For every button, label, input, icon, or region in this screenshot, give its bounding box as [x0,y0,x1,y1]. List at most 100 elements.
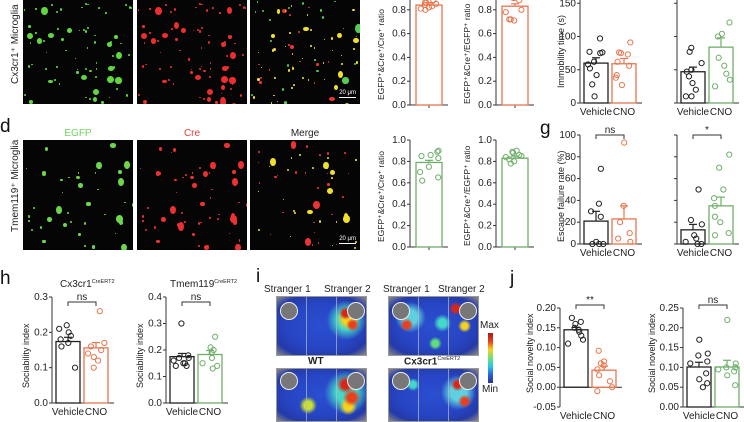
cell-signal [174,8,177,11]
data-point [90,364,97,371]
data-point [698,60,705,67]
cell-signal [326,157,329,160]
data-point [170,357,177,364]
cell-signal [241,53,245,57]
cell-signal [201,47,203,50]
cell-signal [145,64,147,66]
cell-signal [304,238,312,247]
cell-signal [327,188,334,194]
data-point [600,240,607,248]
data-point [695,352,702,359]
cell-signal [319,220,322,224]
cell-signal [224,143,230,148]
cell-signal [185,173,188,176]
data-point [416,169,424,176]
cell-signal [282,211,284,214]
cell-signal [238,201,240,203]
y-tick-label: 0.0 [392,242,406,253]
cell-signal [191,68,193,70]
y-tick-label: 0.0 [34,398,48,409]
y-tick-label: 0.05 [537,362,557,373]
data-point [711,83,719,90]
cell-signal [342,27,345,30]
panel-letter-i: i [256,266,261,287]
y-tick-label: 0.4 [392,199,406,210]
cell-signal [323,78,326,80]
cell-signal [217,217,220,220]
heatmap-wt-2 [276,368,367,422]
data-point [626,62,633,69]
cell-signal [35,31,37,34]
cell-signal [75,57,77,59]
data-point [90,353,97,361]
data-point [615,235,622,242]
cell-signal [232,220,238,225]
chamber-divider [306,369,308,421]
data-point [620,202,627,209]
micrograph-egfp-cx3cr1 [23,0,133,104]
cell-signal [125,94,128,97]
cell-signal [116,52,123,60]
cell-signal [335,244,337,246]
cell-signal [284,9,287,12]
y-tick-label: 50 [565,65,577,76]
x-category-label: CNO [613,107,635,118]
cell-signal [328,96,335,101]
cell-signal [234,42,236,45]
cell-signal [108,97,110,99]
significance-bracket [595,134,625,139]
data-point [715,54,722,61]
data-point [624,51,631,58]
y-axis-label: Escape failure rate (%) [556,150,566,242]
data-point [689,79,696,87]
cell-signal [210,162,216,170]
data-point [434,148,441,155]
cell-signal [277,100,279,103]
channel-label-merge: Merge [290,128,320,139]
data-point [626,230,633,237]
x-category-label: CNO [710,107,732,118]
data-point [435,174,442,181]
bar [611,63,637,104]
stranger-cage [459,372,478,391]
x-category-label: CNO [593,411,615,420]
cell-signal [182,176,184,179]
cell-signal [210,62,212,64]
cell-signal [297,31,300,34]
cell-signal [173,21,179,30]
data-point [589,81,596,88]
cell-signal [221,65,229,71]
row-label-cx3cr1: Cx3cr1⁺ Microglia [10,4,21,84]
label-stranger-2: Stranger 2 [438,284,485,295]
cell-signal [120,42,122,45]
cell-signal [238,160,245,169]
cell-signal [323,62,325,64]
data-point [578,332,585,339]
data-point [512,0,517,1]
data-point [595,200,603,207]
x-category-label: Vehicle [580,107,613,118]
data-point [711,202,719,209]
data-point [590,58,598,65]
cell-signal [342,215,350,224]
heatmap-cx3cr1-1 [388,296,479,356]
cell-signal [44,146,48,152]
data-point [597,213,604,220]
y-tick-label: 150 [559,0,576,9]
cell-signal [347,172,349,175]
y-tick-label: 0.0 [478,100,492,111]
cell-signal [170,151,173,154]
cell-signal [227,35,233,39]
cell-signal [84,30,88,33]
cell-signal [141,25,146,28]
cell-signal [208,172,211,175]
cell-signal [199,67,201,70]
data-point [614,58,621,65]
cell-signal [124,201,126,203]
data-point [199,360,206,367]
data-point [94,357,102,364]
micrograph-cre-tmem119 [137,140,247,250]
data-point [593,238,600,245]
panel-letter-d: d [0,116,11,137]
data-point [726,19,733,26]
